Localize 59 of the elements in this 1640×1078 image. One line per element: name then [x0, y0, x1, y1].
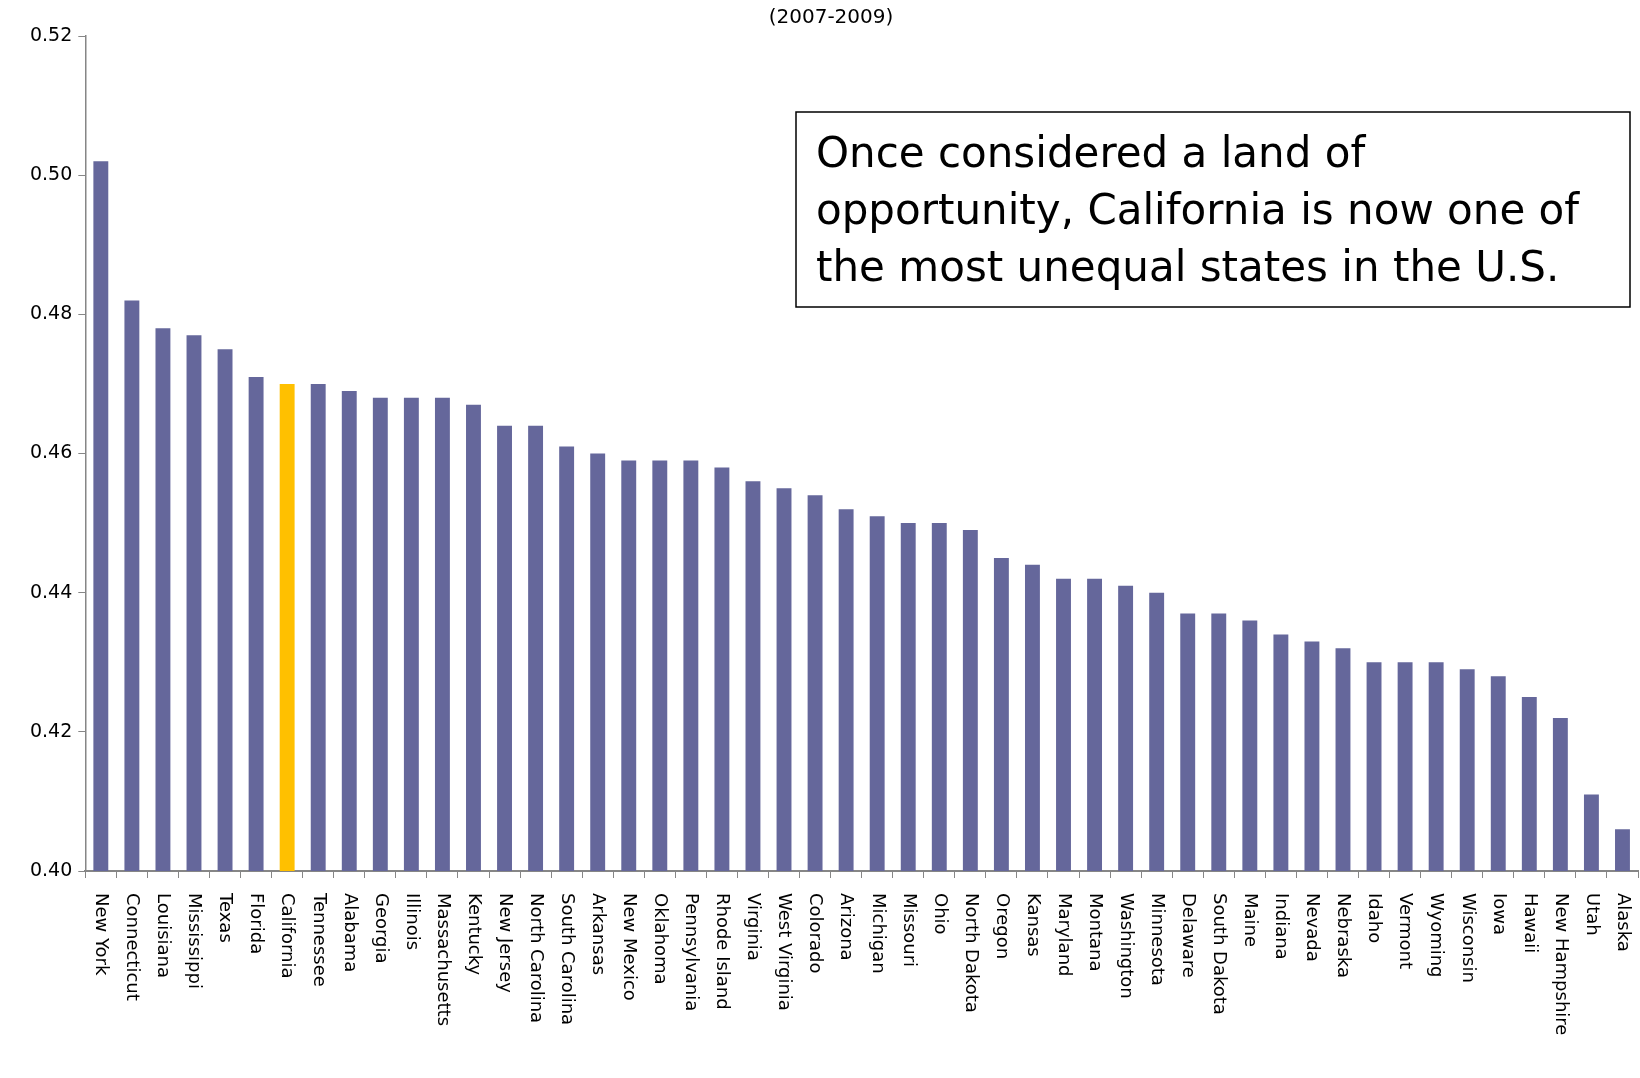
chart-subtitle: (2007-2009) [768, 4, 894, 29]
x-tick-label: Alaska [1613, 893, 1635, 952]
y-tick-label: 0.48 [29, 301, 73, 324]
x-tick-label: Michigan [868, 893, 890, 974]
x-tick-label: Maine [1241, 893, 1263, 948]
x-tick-label: Arkansas [589, 893, 611, 976]
x-tick-label: South Dakota [1210, 893, 1232, 1015]
x-tick-label: Kentucky [464, 893, 486, 976]
y-tick-label: 0.42 [29, 718, 73, 741]
y-tick-label: 0.52 [29, 22, 73, 45]
x-tick-label: Pennsylvania [682, 893, 704, 1012]
x-tick-label: Rhode Island [713, 893, 735, 1010]
x-tick-label: Arizona [837, 893, 859, 961]
x-tick-label: Minnesota [1147, 893, 1169, 986]
x-tick-label: Vermont [1396, 893, 1418, 970]
x-tick-label: Mississippi [185, 893, 207, 989]
y-tick-label: 0.50 [29, 162, 73, 185]
x-tick-label: Nebraska [1334, 893, 1356, 978]
x-tick-label: Colorado [806, 893, 828, 974]
x-tick-label: Nevada [1303, 893, 1325, 962]
x-tick-label: Delaware [1179, 893, 1201, 978]
x-tick-label: Maryland [1054, 893, 1076, 977]
x-tick-label: New Jersey [495, 893, 517, 994]
x-tick-label: Indiana [1272, 893, 1294, 960]
x-tick-label: California [278, 893, 300, 979]
x-tick-label: Illinois [402, 893, 424, 951]
x-tick-label: Wisconsin [1458, 893, 1480, 983]
x-tick-label: Connecticut [123, 893, 145, 1001]
x-tick-label: New Hampshire [1551, 893, 1573, 1036]
x-tick-label: Utah [1582, 893, 1604, 936]
x-tick-label: West Virginia [775, 893, 797, 1011]
x-tick-label: Iowa [1489, 893, 1511, 936]
x-tick-label: Missouri [899, 893, 921, 968]
x-tick-label: Georgia [371, 893, 393, 964]
x-tick-label: Oregon [992, 893, 1014, 960]
x-tick-label: Kansas [1023, 893, 1045, 957]
x-tick-label: South Carolina [557, 893, 579, 1026]
x-tick-label: North Carolina [526, 893, 548, 1024]
x-tick-label: New Mexico [620, 893, 642, 1001]
x-tick-label: Ohio [930, 893, 952, 935]
x-tick-label: New York [92, 893, 114, 976]
x-tick-label: Idaho [1365, 893, 1387, 944]
x-tick-label: Massachusetts [433, 893, 455, 1027]
y-tick-label: 0.44 [29, 579, 73, 602]
x-tick-label: Texas [216, 892, 238, 943]
x-tick-label: Florida [247, 893, 269, 955]
x-tick-label: Washington [1116, 893, 1138, 999]
x-tick-label: Hawaii [1520, 893, 1542, 954]
x-tick-label: Virginia [744, 893, 766, 961]
x-tick-label: Montana [1085, 893, 1107, 972]
x-tick-label: Alabama [340, 893, 362, 973]
x-tick-label: North Dakota [961, 893, 983, 1013]
x-tick-label: Oklahoma [651, 893, 673, 985]
x-tick-label: Louisiana [154, 893, 176, 978]
annotation: Once considered a land of opportunity, California is now one of the most unequal states in the U.S. [816, 128, 1581, 291]
x-tick-label: Wyoming [1427, 893, 1449, 978]
y-tick-label: 0.40 [29, 857, 73, 880]
y-tick-label: 0.46 [29, 440, 73, 463]
x-tick-label: Tennessee [309, 892, 331, 987]
